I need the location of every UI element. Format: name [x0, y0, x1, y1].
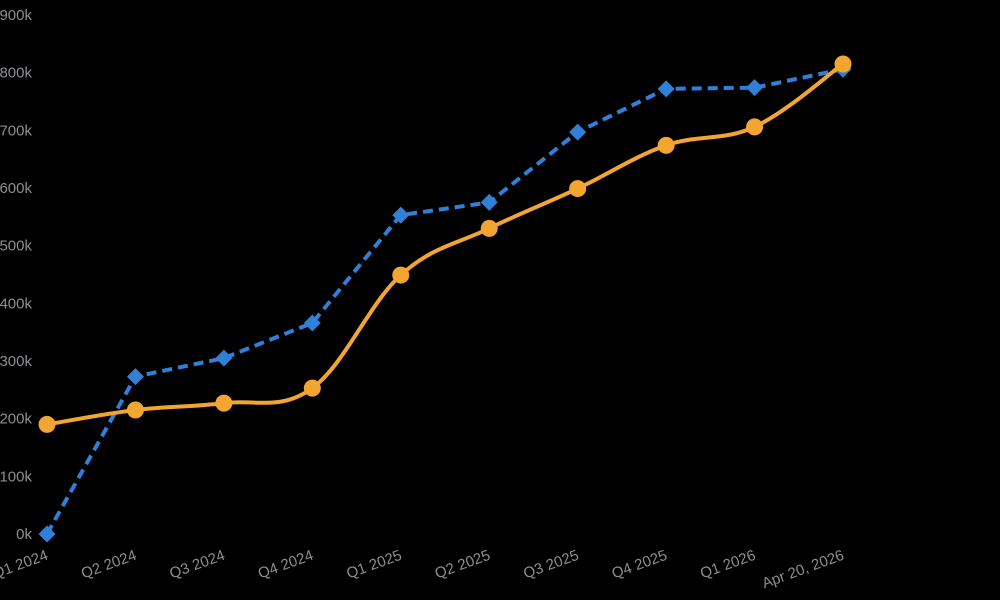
- y-tick-label: 0k: [16, 526, 32, 543]
- data-point: [215, 394, 233, 412]
- x-tick-label: Q2 2024: [79, 547, 139, 583]
- y-tick-label: 300k: [0, 353, 32, 370]
- data-point: [392, 206, 410, 224]
- x-tick-label: Q1 2025: [344, 547, 404, 583]
- data-point: [38, 415, 56, 433]
- data-point: [569, 123, 587, 141]
- data-point: [126, 401, 144, 419]
- data-point: [126, 368, 144, 386]
- data-point: [480, 193, 498, 211]
- y-axis-ticks: 0k 100k 200k 300k 400k 500k 600k 700k 800k 900k: [0, 7, 32, 543]
- x-axis-ticks: Q1 2024 Q2 2024 Q3 2024 Q4 2024 Q1 2025 Q2 20…: [0, 547, 846, 592]
- y-tick-label: 900k: [0, 7, 32, 24]
- y-tick-label: 700k: [0, 122, 32, 139]
- x-tick-label: Q1 2026: [698, 547, 758, 583]
- data-point: [392, 266, 410, 284]
- series-2: [38, 55, 852, 433]
- x-tick-label: Q4 2025: [610, 547, 670, 583]
- y-tick-label: 500k: [0, 238, 32, 255]
- data-point: [746, 118, 764, 136]
- y-tick-label: 800k: [0, 65, 32, 82]
- y-tick-label: 400k: [0, 295, 32, 312]
- x-tick-label: Q1 2024: [0, 547, 50, 583]
- x-tick-label: Q3 2024: [167, 547, 227, 583]
- data-point: [657, 80, 675, 98]
- data-point: [834, 55, 852, 73]
- x-tick-label: Q4 2024: [256, 547, 316, 583]
- data-point: [215, 349, 233, 367]
- series-line: [45, 67, 844, 535]
- series-line: [46, 62, 845, 427]
- y-tick-label: 200k: [0, 411, 32, 428]
- x-tick-label: Q3 2025: [521, 547, 581, 583]
- data-point: [569, 180, 587, 198]
- data-point: [746, 79, 764, 97]
- x-tick-label: Q2 2025: [433, 547, 493, 583]
- y-tick-label: 600k: [0, 180, 32, 197]
- data-point: [657, 136, 675, 154]
- data-point: [303, 314, 321, 332]
- data-point: [38, 525, 56, 543]
- series-layer: [38, 55, 852, 543]
- x-tick-label: Apr 20, 2026: [760, 547, 847, 592]
- y-tick-label: 100k: [0, 468, 32, 485]
- series-1: [38, 60, 852, 543]
- data-point: [303, 379, 321, 397]
- data-point: [480, 219, 498, 237]
